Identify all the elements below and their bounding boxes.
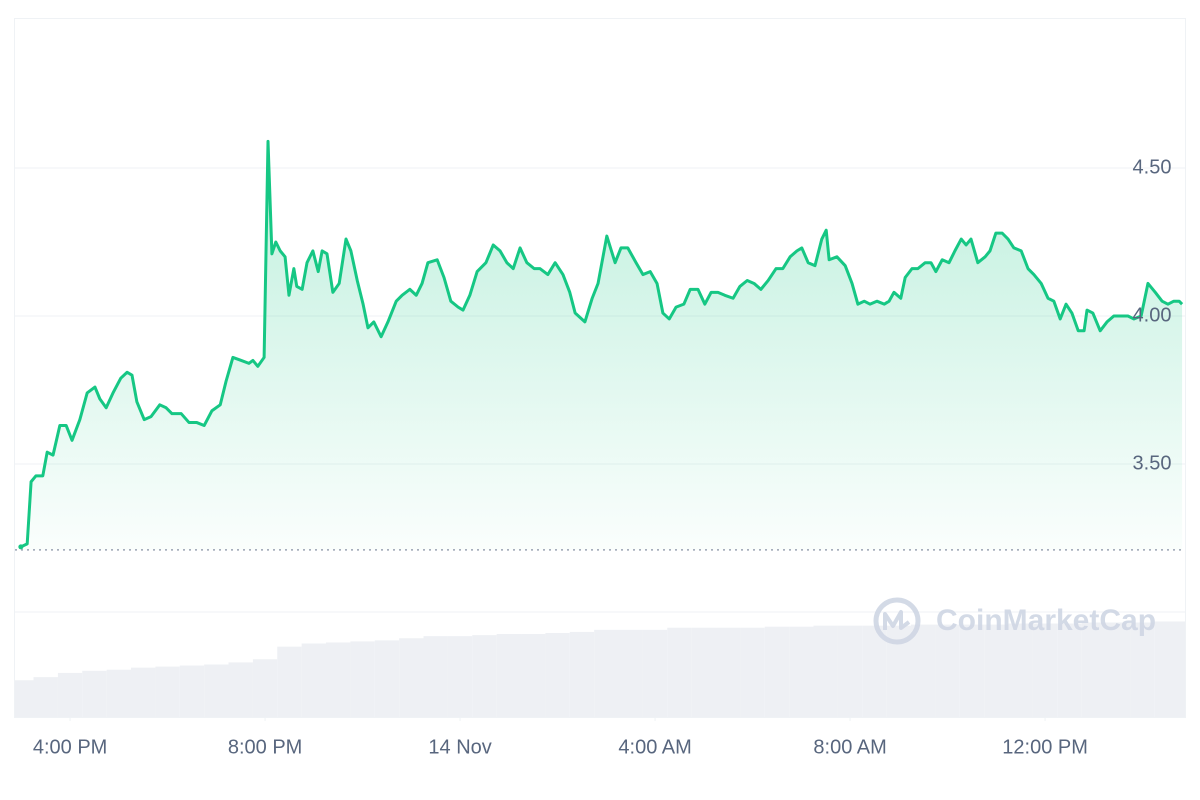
volume-bar [350,641,375,717]
volume-bar [618,629,643,717]
x-tick-label: 14 Nov [428,736,491,758]
volume-bar [959,624,985,717]
x-tick-label: 12:00 PM [1002,736,1088,758]
volume-bar [1130,622,1155,717]
volume-bar [569,631,595,717]
volume-bar [789,626,814,717]
volume-bar [57,672,83,717]
volume-bar [472,635,497,717]
volume-bar [1032,623,1058,717]
volume-bar [837,625,863,717]
volume-bar [935,624,960,717]
volume-bar [1081,622,1107,717]
price-line [20,139,1184,549]
price-area [20,141,1183,550]
y-tick-label: 3.50 [1133,452,1172,474]
volume-bar [15,680,34,717]
start-point [18,544,24,550]
volume-bar [179,665,205,717]
x-tick-label: 4:00 AM [618,736,691,758]
volume-bar [691,627,717,717]
volume-bar [277,646,302,717]
volume-bar [496,634,522,717]
volume-layer [15,621,1185,717]
volume-bar [252,659,278,717]
volume-bar [33,677,58,717]
volume-bar [813,625,838,717]
volume-bar [521,634,546,717]
label-layer: 3.50 4.00 4.50 4:00 PM 8:00 PM 14 Nov 4:00 AM 8… [33,156,1172,758]
volume-bar [228,662,253,717]
watermark-group: CoinMarketCap [873,597,1156,645]
volume-bar [82,670,107,717]
volume-bar [301,643,327,717]
volume-bar [667,627,692,717]
volume-bar [204,664,229,717]
volume-bar [594,629,619,717]
volume-bar [716,627,741,717]
volume-bar [423,636,448,717]
x-tick-label: 8:00 AM [813,736,886,758]
price-layer [15,139,1185,551]
volume-bar [1008,623,1033,717]
volume-bar [642,629,668,717]
watermark-logo [873,597,921,645]
watermark-text: CoinMarketCap [936,604,1156,637]
volume-bar [740,627,765,717]
volume-bar [1154,621,1185,717]
volume-bar [862,625,887,717]
volume-bar [545,633,570,717]
volume-bar [447,636,473,717]
plot-frame [14,18,1186,718]
y-tick-label: 4.50 [1133,156,1172,178]
x-tick-label: 4:00 PM [33,736,107,758]
volume-bar [911,624,936,717]
volume-bar [155,666,180,717]
volume-bar [106,669,132,717]
volume-bar [984,624,1009,717]
y-tick-label: 4.00 [1133,304,1172,326]
volume-bar [374,640,400,717]
volume-bar [1057,623,1082,717]
volume-bar [1106,622,1131,717]
volume-bar [131,667,156,717]
x-tick-label: 8:00 PM [228,736,302,758]
volume-bar [399,638,424,717]
volume-bar [326,642,351,717]
watermark-logo-mark [883,610,911,630]
volume-bar [764,626,790,717]
